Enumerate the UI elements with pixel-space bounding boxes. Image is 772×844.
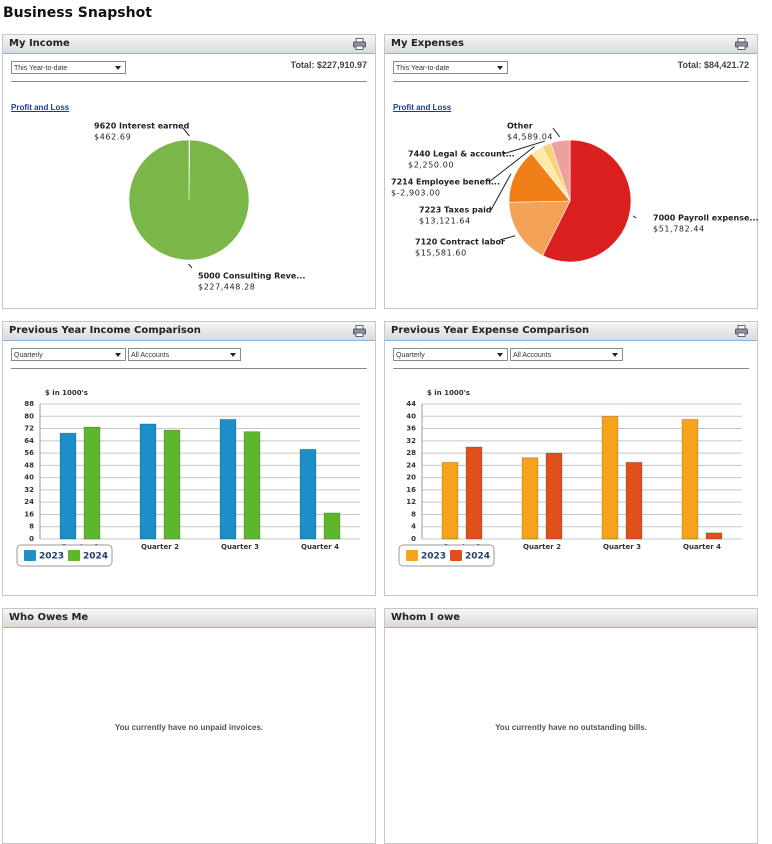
print-icon[interactable] bbox=[735, 325, 748, 337]
empty-message: You currently have no outstanding bills. bbox=[495, 723, 647, 732]
total: Total: $227,910.97 bbox=[290, 60, 367, 70]
report-link[interactable]: Profit and Loss bbox=[393, 103, 452, 112]
period-dropdown[interactable]: This Year-to-date bbox=[393, 61, 508, 74]
panel: Who Owes Me You currently have no unpaid… bbox=[2, 608, 376, 844]
separator bbox=[393, 81, 749, 82]
interval-dropdown[interactable]: Quarterly bbox=[11, 348, 126, 361]
panel-title: Who Owes Me bbox=[9, 612, 89, 623]
panel-title: Previous Year Expense Comparison bbox=[391, 325, 590, 336]
period-dropdown[interactable]: This Year-to-date bbox=[11, 61, 126, 74]
report-link[interactable]: Profit and Loss bbox=[11, 103, 70, 112]
panel-header: Who Owes Me bbox=[3, 609, 375, 628]
panel-header: My Expenses bbox=[385, 35, 757, 54]
separator bbox=[393, 368, 749, 369]
panel-header: My Income bbox=[3, 35, 375, 54]
print-icon[interactable] bbox=[735, 38, 748, 50]
panel: Previous Year Income Comparison Quarterl… bbox=[2, 321, 376, 596]
panel-header: Whom I owe bbox=[385, 609, 757, 628]
panel: My Expenses This Year-to-date Total: $84… bbox=[384, 34, 758, 309]
panel: Previous Year Expense Comparison Quarter… bbox=[384, 321, 758, 596]
panel-title: My Income bbox=[9, 38, 70, 49]
panel: My Income This Year-to-date Total: $227,… bbox=[2, 34, 376, 309]
empty-message: You currently have no unpaid invoices. bbox=[114, 723, 264, 732]
print-icon[interactable] bbox=[353, 325, 366, 337]
interval-dropdown[interactable]: Quarterly bbox=[393, 348, 508, 361]
separator bbox=[11, 81, 367, 82]
separator bbox=[11, 368, 367, 369]
panel: Whom I owe You currently have no outstan… bbox=[384, 608, 758, 844]
accounts-dropdown[interactable]: All Accounts bbox=[128, 348, 241, 361]
panel-title: My Expenses bbox=[391, 38, 464, 49]
total: Total: $84,421.72 bbox=[677, 60, 749, 70]
panel-title: Whom I owe bbox=[391, 612, 461, 623]
accounts-dropdown[interactable]: All Accounts bbox=[510, 348, 623, 361]
print-icon[interactable] bbox=[353, 38, 366, 50]
panel-header: Previous Year Expense Comparison bbox=[385, 322, 757, 341]
panel-title: Previous Year Income Comparison bbox=[9, 325, 201, 336]
panel-header: Previous Year Income Comparison bbox=[3, 322, 375, 341]
page-title: Business Snapshot bbox=[3, 5, 152, 21]
